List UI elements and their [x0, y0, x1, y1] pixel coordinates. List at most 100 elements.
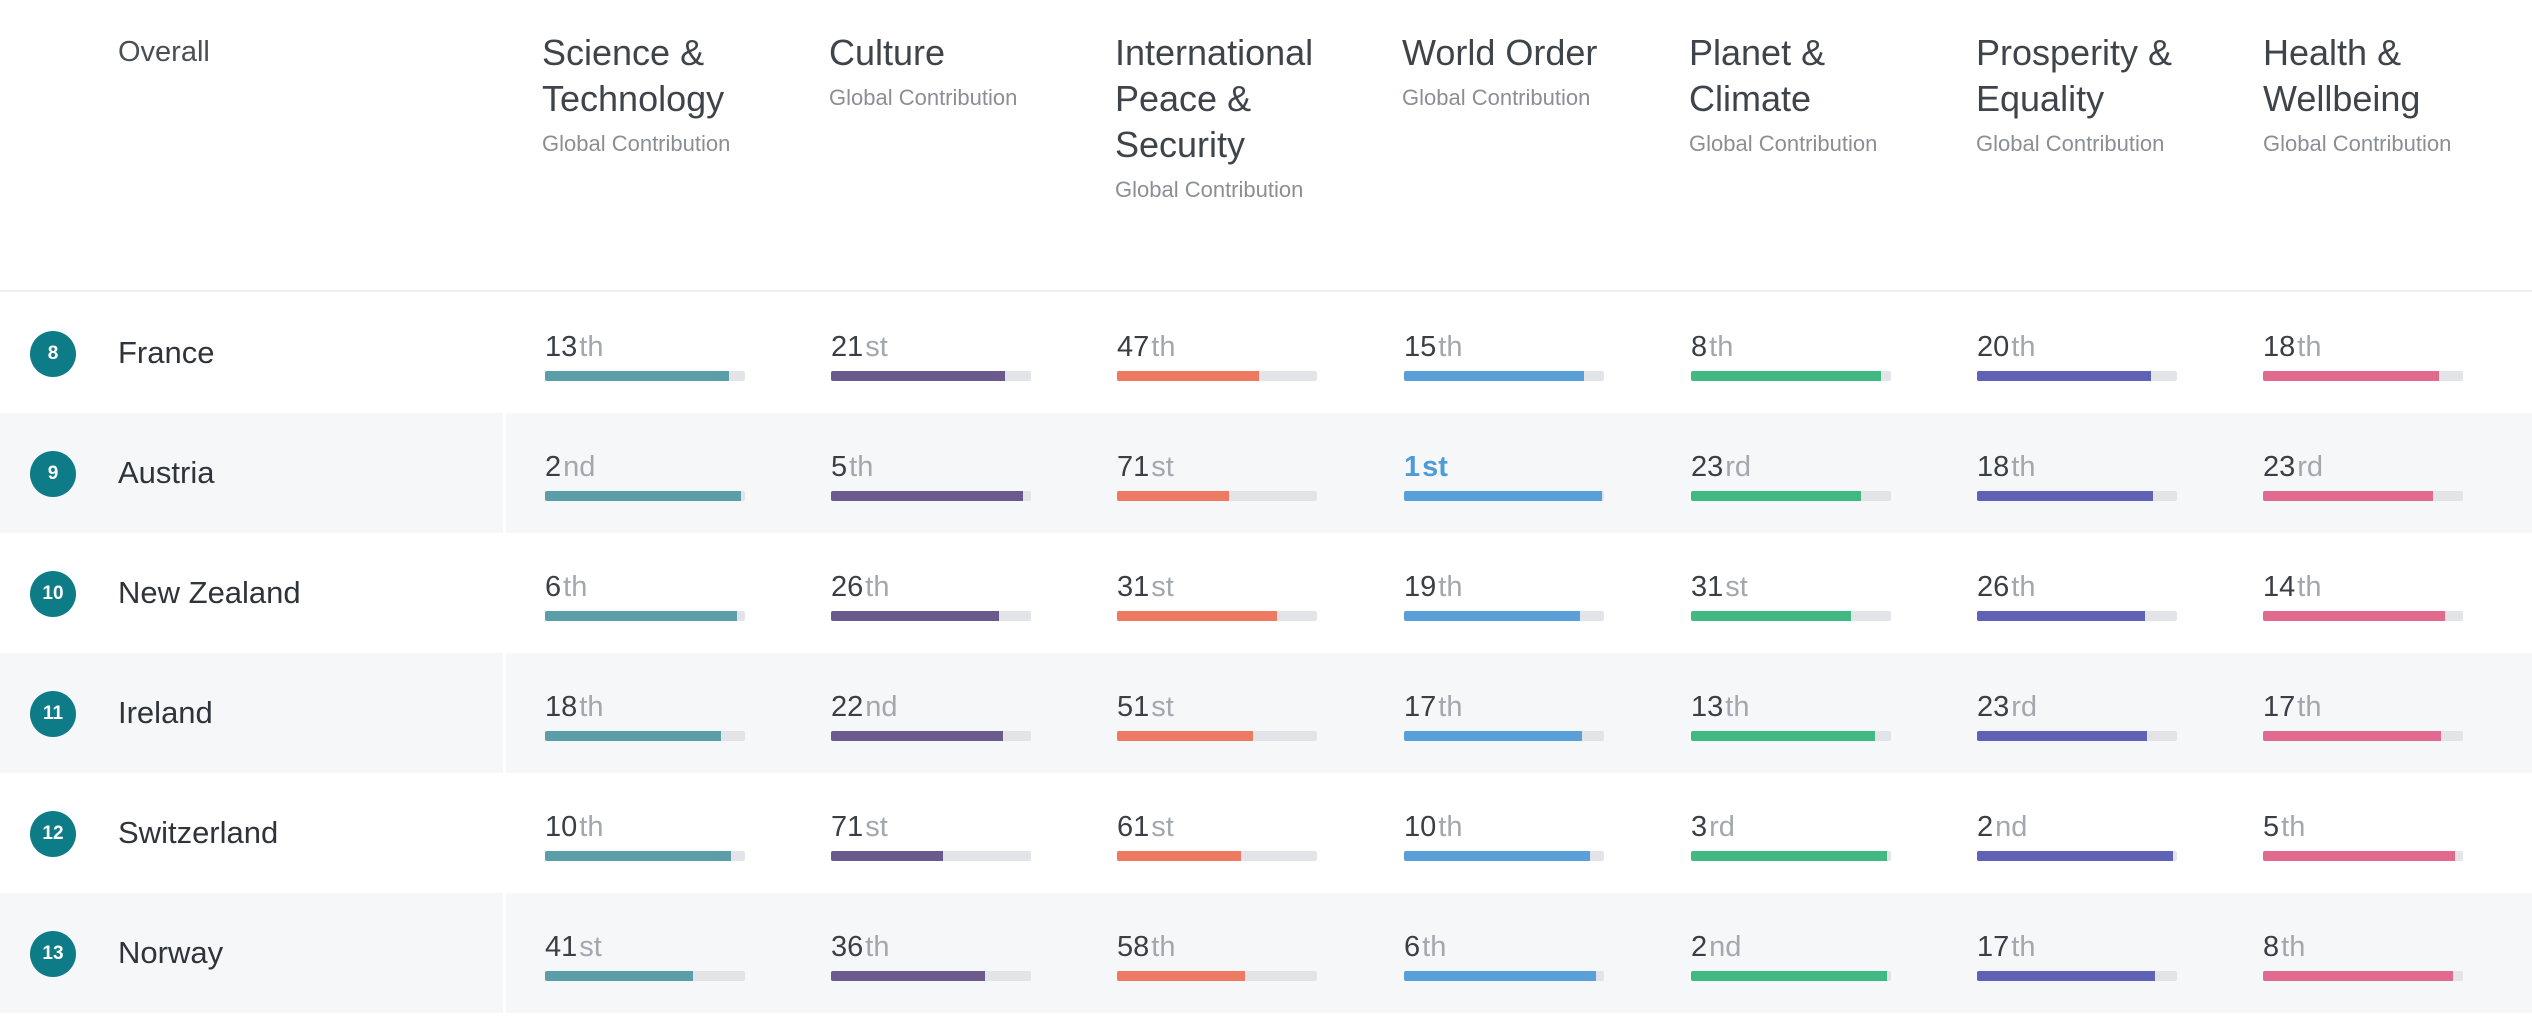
score-bar-track	[1691, 971, 1891, 981]
score-bar-track	[1977, 371, 2177, 381]
score-bar-fill	[831, 851, 943, 861]
category-rank-cell: 1st	[1404, 449, 1604, 501]
header-column[interactable]: Prosperity & Equality Global Contribution	[1976, 30, 2216, 158]
header-column[interactable]: World Order Global Contribution	[1402, 30, 1642, 112]
rank-suffix: th	[1151, 931, 1176, 963]
rank-suffix: st	[1151, 571, 1174, 603]
country-name[interactable]: Austria	[118, 455, 215, 490]
header-column[interactable]: Planet & Climate Global Contribution	[1689, 30, 1929, 158]
score-bar-fill	[1404, 611, 1580, 621]
header-column-subtitle: Global Contribution	[1115, 177, 1304, 202]
score-bar-fill	[1977, 491, 2153, 501]
table-row[interactable]: 8 France 13th 21st 47th 15th 8th 20th 18th	[0, 293, 2532, 413]
category-rank-cell: 71st	[1117, 449, 1317, 501]
score-bar-track	[1117, 971, 1317, 981]
rank-value: 31st	[1117, 569, 1317, 605]
score-bar-track	[2263, 731, 2463, 741]
score-bar-track	[831, 371, 1031, 381]
country-name[interactable]: Ireland	[118, 695, 213, 730]
rank-value: 18th	[1977, 449, 2177, 485]
score-bar-track	[831, 971, 1031, 981]
overall-rank-badge: 11	[30, 691, 76, 737]
score-bar-track	[831, 611, 1031, 621]
rank-number: 71	[831, 811, 864, 843]
rank-suffix: th	[1438, 691, 1463, 723]
score-bar-fill	[1977, 611, 2145, 621]
category-rank-cell: 26th	[1977, 569, 2177, 621]
header-column[interactable]: International Peace & Security Global Contr…	[1115, 30, 1355, 204]
score-bar-fill	[545, 731, 721, 741]
table-row[interactable]: 13 Norway 41st 36th 58th 6th 2nd 17th 8th	[0, 893, 2532, 1013]
rank-value: 22nd	[831, 689, 1031, 725]
score-bar-track	[545, 371, 745, 381]
rank-suffix: th	[1151, 331, 1176, 363]
score-bar-track	[2263, 851, 2463, 861]
rank-value: 71st	[1117, 449, 1317, 485]
rank-value: 17th	[1977, 929, 2177, 965]
header-title-line: Culture	[829, 32, 946, 73]
category-rank-cell: 36th	[831, 929, 1031, 981]
header-title-line: International	[1115, 32, 1314, 73]
score-bar-track	[1404, 851, 1604, 861]
score-bar-fill	[1117, 971, 1245, 981]
header-column-title: Planet & Climate	[1689, 30, 1929, 122]
rank-value: 23rd	[1691, 449, 1891, 485]
rank-value: 23rd	[2263, 449, 2463, 485]
score-bar-track	[2263, 971, 2463, 981]
rank-number: 17	[1404, 691, 1437, 723]
category-rank-cell: 23rd	[1977, 689, 2177, 741]
table-row[interactable]: 10 New Zealand 6th 26th 31st 19th 31st 26th 14th	[0, 533, 2532, 653]
rank-suffix: th	[1422, 931, 1447, 963]
rank-number: 10	[1404, 811, 1437, 843]
header-title-line: Technology	[542, 78, 725, 119]
rank-value: 10th	[1404, 809, 1604, 845]
category-rank-cell: 17th	[2263, 689, 2463, 741]
header-overall[interactable]: Overall	[118, 36, 210, 68]
country-name[interactable]: Norway	[118, 935, 224, 970]
rank-number: 18	[545, 691, 578, 723]
column-divider	[503, 893, 506, 1013]
rank-suffix: st	[579, 931, 602, 963]
category-rank-cell: 13th	[545, 329, 745, 381]
header-title-line: World Order	[1402, 32, 1598, 73]
score-bar-fill	[1117, 611, 1277, 621]
score-bar-fill	[1117, 371, 1259, 381]
score-bar-fill	[545, 971, 693, 981]
score-bar-fill	[1691, 491, 1861, 501]
table-row[interactable]: 12 Switzerland 10th 71st 61st 10th 3rd 2nd 5th	[0, 773, 2532, 893]
table-row[interactable]: 11 Ireland 18th 22nd 51st 17th 13th 23rd 17th	[0, 653, 2532, 773]
country-name[interactable]: Switzerland	[118, 815, 279, 850]
rank-number: 41	[545, 931, 578, 963]
score-bar-track	[545, 611, 745, 621]
score-bar-track	[1404, 611, 1604, 621]
category-rank-cell: 18th	[545, 689, 745, 741]
country-name[interactable]: New Zealand	[118, 575, 301, 610]
score-bar-track	[1977, 611, 2177, 621]
score-bar-fill	[1404, 371, 1584, 381]
score-bar-fill	[831, 731, 1003, 741]
header-column-title: World Order	[1402, 30, 1642, 76]
rank-suffix: th	[849, 451, 874, 483]
country-name[interactable]: France	[118, 335, 215, 370]
rank-value: 61st	[1117, 809, 1317, 845]
rank-suffix: th	[1438, 571, 1463, 603]
rank-value: 1st	[1404, 449, 1604, 485]
header-column[interactable]: Science & Technology Global Contribution	[542, 30, 782, 158]
table-row[interactable]: 9 Austria 2nd 5th 71st 1st 23rd 18th 23rd	[0, 413, 2532, 533]
overall-rank-badge: 9	[30, 451, 76, 497]
rank-number: 61	[1117, 811, 1150, 843]
rank-suffix: th	[1709, 331, 1734, 363]
score-bar-fill	[1691, 371, 1881, 381]
rank-suffix: th	[865, 571, 890, 603]
score-bar-fill	[1117, 851, 1241, 861]
rank-number: 5	[2263, 811, 2280, 843]
score-bar-track	[1691, 371, 1891, 381]
score-bar-fill	[2263, 971, 2453, 981]
category-rank-cell: 3rd	[1691, 809, 1891, 861]
rank-number: 6	[1404, 931, 1421, 963]
rank-value: 41st	[545, 929, 745, 965]
rank-number: 23	[2263, 451, 2296, 483]
header-column[interactable]: Health & Wellbeing Global Contribution	[2263, 30, 2503, 158]
rank-number: 23	[1977, 691, 2010, 723]
header-column[interactable]: Culture Global Contribution	[829, 30, 1069, 112]
